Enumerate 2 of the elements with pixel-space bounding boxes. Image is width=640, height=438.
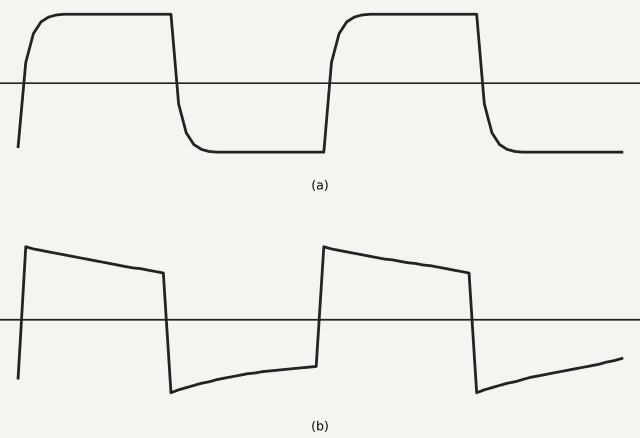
x-axis-title: (a) [312, 180, 328, 192]
x-axis-title: (b) [312, 420, 328, 432]
